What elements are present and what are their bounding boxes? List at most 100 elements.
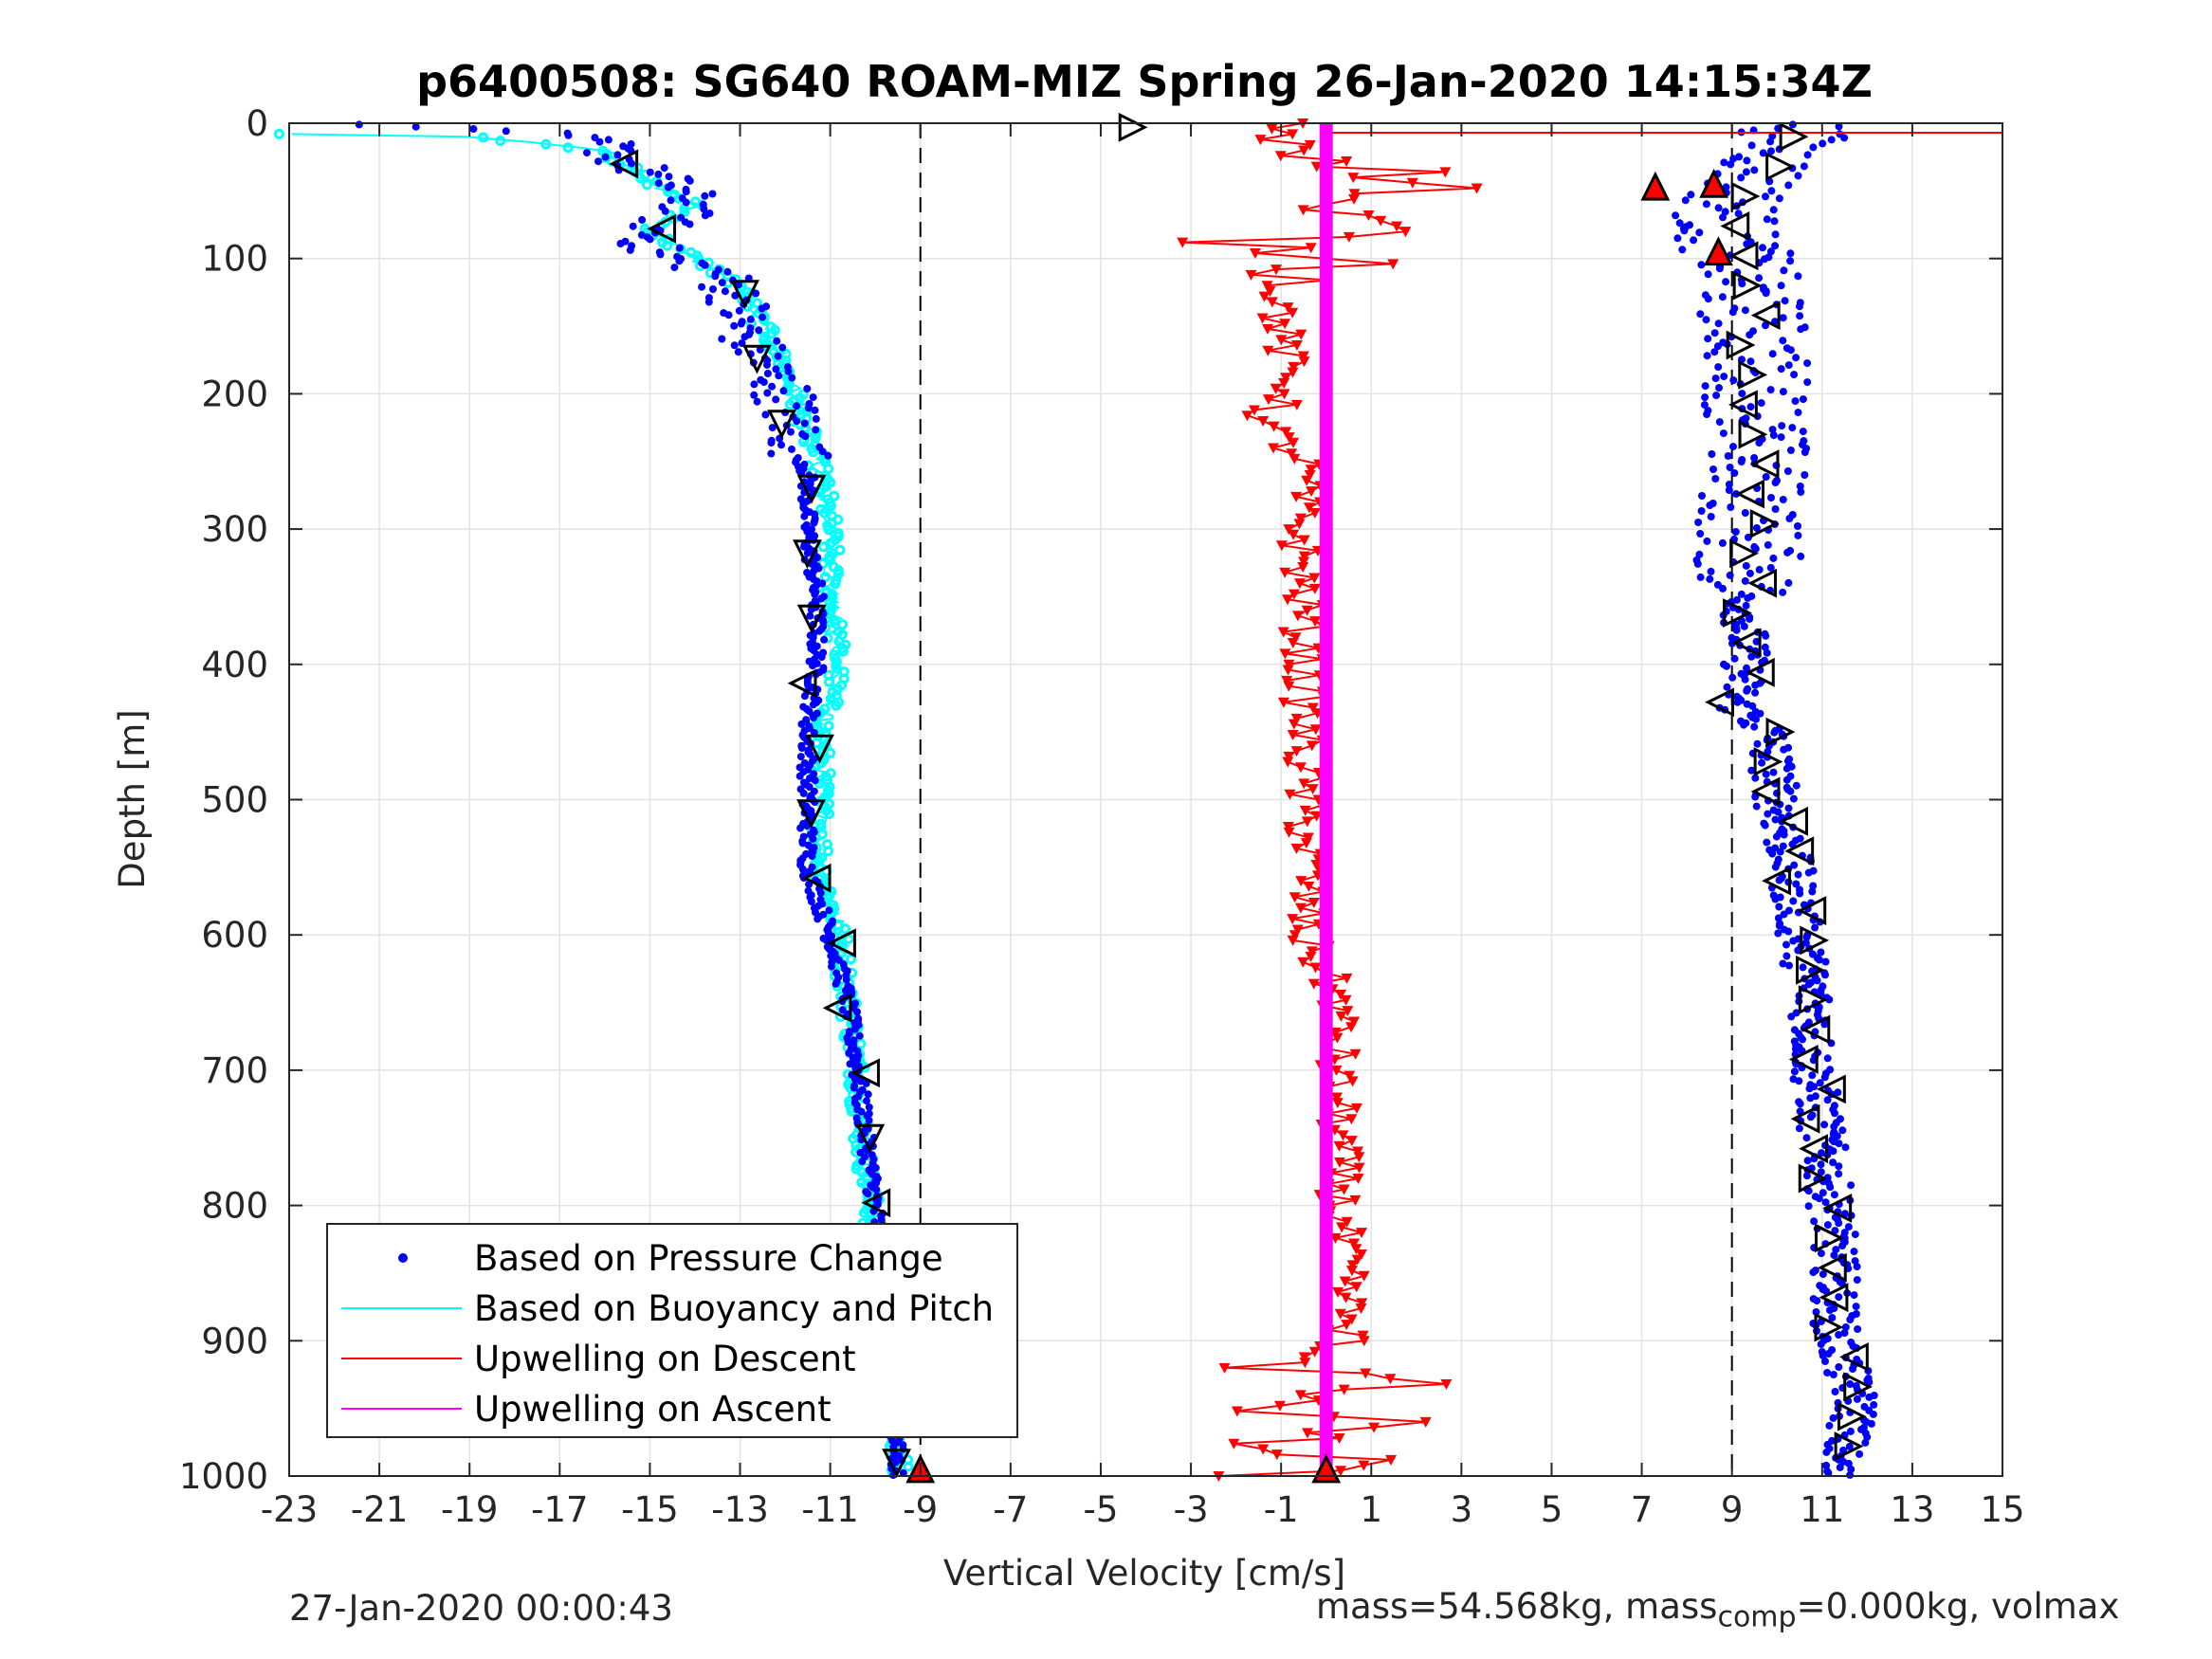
pressure-point xyxy=(656,250,665,259)
pressure-point xyxy=(1752,637,1761,646)
pressure-point xyxy=(1701,382,1709,391)
upwelling-descent-marker xyxy=(1345,1022,1358,1033)
pressure-point xyxy=(591,134,599,142)
pressure-point xyxy=(1819,139,1827,148)
upwelling-descent-marker xyxy=(1287,637,1299,648)
pressure-point xyxy=(1786,447,1795,454)
x-tick-label: 9 xyxy=(1721,1489,1744,1530)
pressure-point xyxy=(1835,1363,1843,1371)
upwelling-descent-marker xyxy=(1309,616,1322,628)
pressure-point xyxy=(1853,1395,1861,1403)
ascent-marker xyxy=(1797,896,1827,925)
pressure-point xyxy=(469,125,478,133)
upwelling-descent-marker xyxy=(1304,139,1316,151)
y-tick-label: 700 xyxy=(201,1050,268,1091)
upwelling-descent-marker xyxy=(1346,1260,1359,1271)
pressure-point xyxy=(1782,775,1791,784)
pressure-point xyxy=(730,321,739,330)
upwelling-descent-marker xyxy=(1249,247,1261,259)
pressure-point xyxy=(1799,428,1807,436)
pressure-point xyxy=(1779,588,1787,596)
pressure-point xyxy=(787,428,795,436)
pressure-point xyxy=(1796,889,1804,898)
pressure-point xyxy=(1744,593,1752,602)
pressure-point xyxy=(1850,1248,1858,1256)
upwelling-descent-marker xyxy=(1348,189,1361,200)
buoyancy-point xyxy=(903,1461,914,1472)
pressure-point xyxy=(795,772,804,780)
upwelling-descent-marker xyxy=(1279,319,1291,330)
pressure-point xyxy=(1797,552,1805,560)
upwelling-descent-marker xyxy=(1419,1416,1432,1428)
pressure-point xyxy=(1854,1325,1862,1333)
upwelling-descent-marker xyxy=(1348,1016,1361,1028)
pressure-point xyxy=(686,220,694,228)
pressure-point xyxy=(1781,297,1789,305)
pressure-point xyxy=(1804,868,1813,877)
pressure-point xyxy=(811,406,819,414)
upwelling-descent-marker xyxy=(1256,313,1269,324)
pressure-point xyxy=(1846,1316,1855,1323)
pressure-point xyxy=(1720,158,1728,167)
upwelling-descent-marker xyxy=(1300,838,1312,849)
ascent-marker xyxy=(1705,687,1734,718)
pressure-point xyxy=(899,1468,907,1477)
pressure-point xyxy=(1825,1421,1834,1430)
pressure-point xyxy=(1728,639,1736,647)
pressure-point xyxy=(1759,149,1767,157)
upwelling-descent-marker xyxy=(1387,259,1399,270)
pressure-point xyxy=(1748,702,1757,710)
upwelling-descent-marker xyxy=(1286,448,1298,460)
pressure-point xyxy=(1821,1358,1829,1365)
pressure-point xyxy=(1794,522,1801,530)
pressure-point xyxy=(763,370,772,377)
upwelling-descent-marker xyxy=(1287,367,1299,378)
pressure-point xyxy=(594,157,602,166)
upwelling-descent-marker xyxy=(1471,183,1483,194)
upwelling-descent-marker xyxy=(1384,1374,1397,1385)
buoyancy-point xyxy=(817,541,829,553)
pressure-point xyxy=(1734,210,1743,218)
ascent-marker xyxy=(1814,1223,1844,1253)
buoyancy-point xyxy=(825,501,836,512)
upwelling-descent-marker xyxy=(1339,1276,1351,1287)
pressure-point xyxy=(1811,923,1819,932)
pressure-point xyxy=(1769,431,1778,440)
buoyancy-point xyxy=(823,846,833,857)
upwelling-descent-marker xyxy=(1299,805,1311,816)
upwelling-descent-marker xyxy=(1298,551,1310,562)
pressure-point xyxy=(1835,1162,1843,1171)
y-tick-label: 900 xyxy=(201,1321,268,1361)
pressure-point xyxy=(1782,764,1791,773)
pressure-point xyxy=(1830,1122,1838,1131)
pressure-point xyxy=(818,447,827,456)
pressure-point xyxy=(796,753,805,761)
x-tick-label: -17 xyxy=(531,1489,588,1530)
pressure-point xyxy=(1696,573,1705,581)
pressure-point xyxy=(583,149,591,157)
upwelling-descent-marker xyxy=(1262,345,1274,356)
pressure-point xyxy=(793,417,801,426)
upwelling-descent-marker xyxy=(1287,935,1299,946)
pressure-point xyxy=(1794,172,1802,180)
upwelling-descent-marker xyxy=(1298,356,1310,368)
buoyancy-point xyxy=(808,447,819,458)
pressure-point xyxy=(1726,464,1734,471)
upwelling-descent-marker xyxy=(1298,556,1310,568)
upwelling-descent-marker xyxy=(1341,1320,1353,1331)
ascent-marker xyxy=(1730,181,1761,211)
pressure-point xyxy=(1813,1297,1821,1305)
pressure-point xyxy=(871,1163,880,1172)
pressure-point xyxy=(1832,1246,1840,1254)
pressure-point xyxy=(1829,1158,1837,1167)
pressure-point xyxy=(804,404,813,412)
pressure-point xyxy=(701,191,709,200)
legend: Based on Pressure Change Based on Buoyanc… xyxy=(326,1223,1018,1438)
x-tick-label: -9 xyxy=(903,1489,938,1530)
pressure-point xyxy=(1792,880,1801,888)
pressure-point xyxy=(1796,1100,1804,1108)
pressure-point xyxy=(1784,578,1793,587)
pressure-point xyxy=(863,1097,870,1105)
upwelling-descent-marker xyxy=(1347,173,1360,184)
pressure-point xyxy=(1729,376,1738,385)
